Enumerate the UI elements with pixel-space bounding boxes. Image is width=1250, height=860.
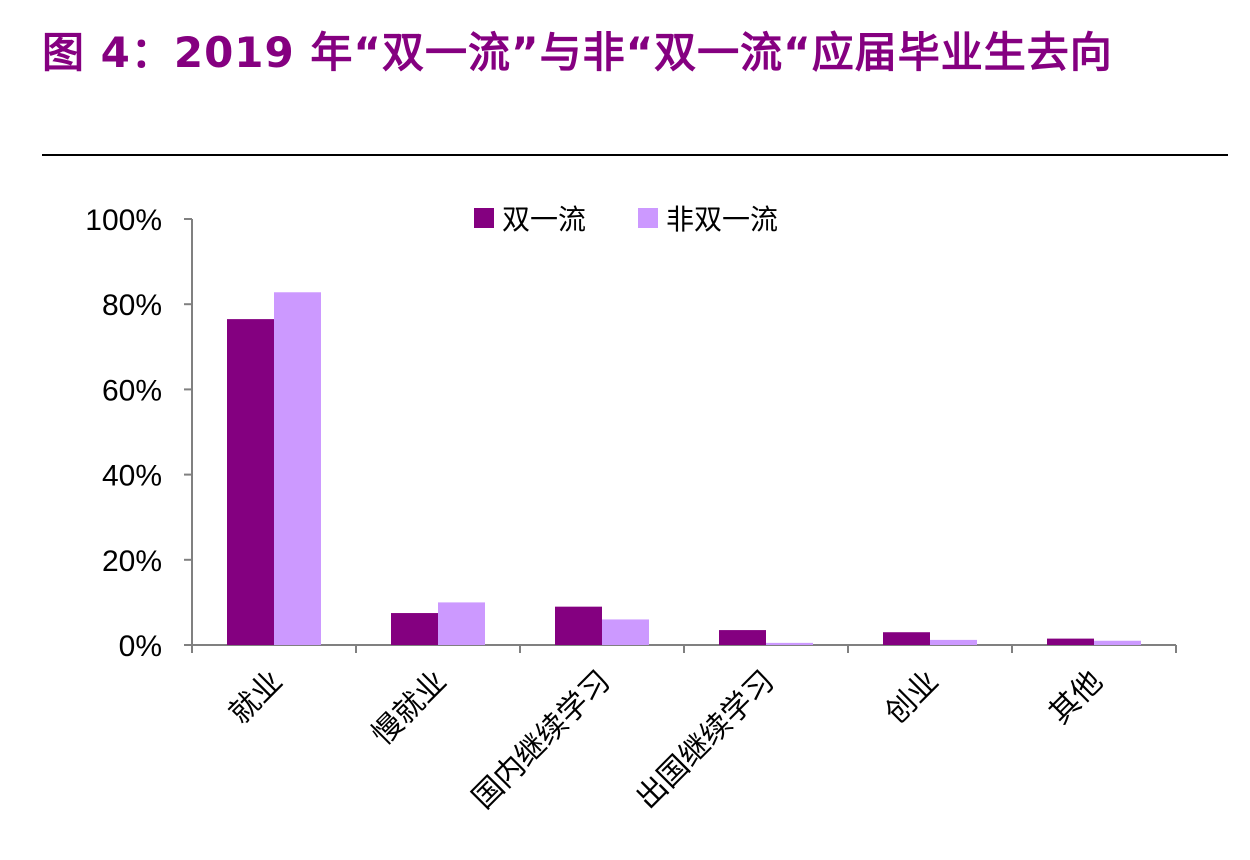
bars <box>227 292 1141 645</box>
bar-双一流-国内继续学习 <box>555 606 602 645</box>
bar-非双一流-慢就业 <box>438 602 485 645</box>
bar-非双一流-国内继续学习 <box>602 619 649 645</box>
bar-双一流-慢就业 <box>391 613 438 645</box>
bar-非双一流-就业 <box>274 292 321 645</box>
x-category-label: 就业 <box>222 664 289 731</box>
title-divider <box>42 154 1228 156</box>
figure-title: 图 4：2019 年“双一流”与非“双一流“应届毕业生去向 <box>42 28 1113 77</box>
x-category-label: 出国继续学习 <box>630 664 782 816</box>
bar-双一流-其他 <box>1047 638 1094 645</box>
y-tick-label: 0% <box>119 630 162 663</box>
bar-非双一流-出国继续学习 <box>766 642 813 645</box>
bar-非双一流-创业 <box>930 639 977 645</box>
x-category-label: 创业 <box>878 664 945 731</box>
legend-swatch <box>638 208 658 228</box>
legend: 双一流 非双一流 <box>474 203 778 236</box>
legend-label: 双一流 <box>502 203 586 236</box>
x-category-label: 慢就业 <box>365 664 453 752</box>
y-tick-label: 100% <box>85 204 162 237</box>
y-tick-label: 20% <box>102 545 162 578</box>
bar-双一流-出国继续学习 <box>719 630 766 645</box>
y-tick-label: 60% <box>102 374 162 407</box>
y-tick-label: 40% <box>102 460 162 493</box>
bar-双一流-就业 <box>227 319 274 645</box>
y-tick-label: 80% <box>102 289 162 322</box>
legend-label: 非双一流 <box>666 203 778 236</box>
bar-双一流-创业 <box>883 632 930 645</box>
x-category-label: 其他 <box>1042 664 1109 731</box>
y-axis: 0% 20% 40% 60% 80% 100% <box>85 204 193 663</box>
x-axis: 就业 慢就业 国内继续学习 出国继续学习 创业 其他 <box>191 644 1177 816</box>
legend-swatch <box>474 208 494 228</box>
x-category-label: 国内继续学习 <box>466 664 618 816</box>
bar-非双一流-其他 <box>1094 640 1141 645</box>
